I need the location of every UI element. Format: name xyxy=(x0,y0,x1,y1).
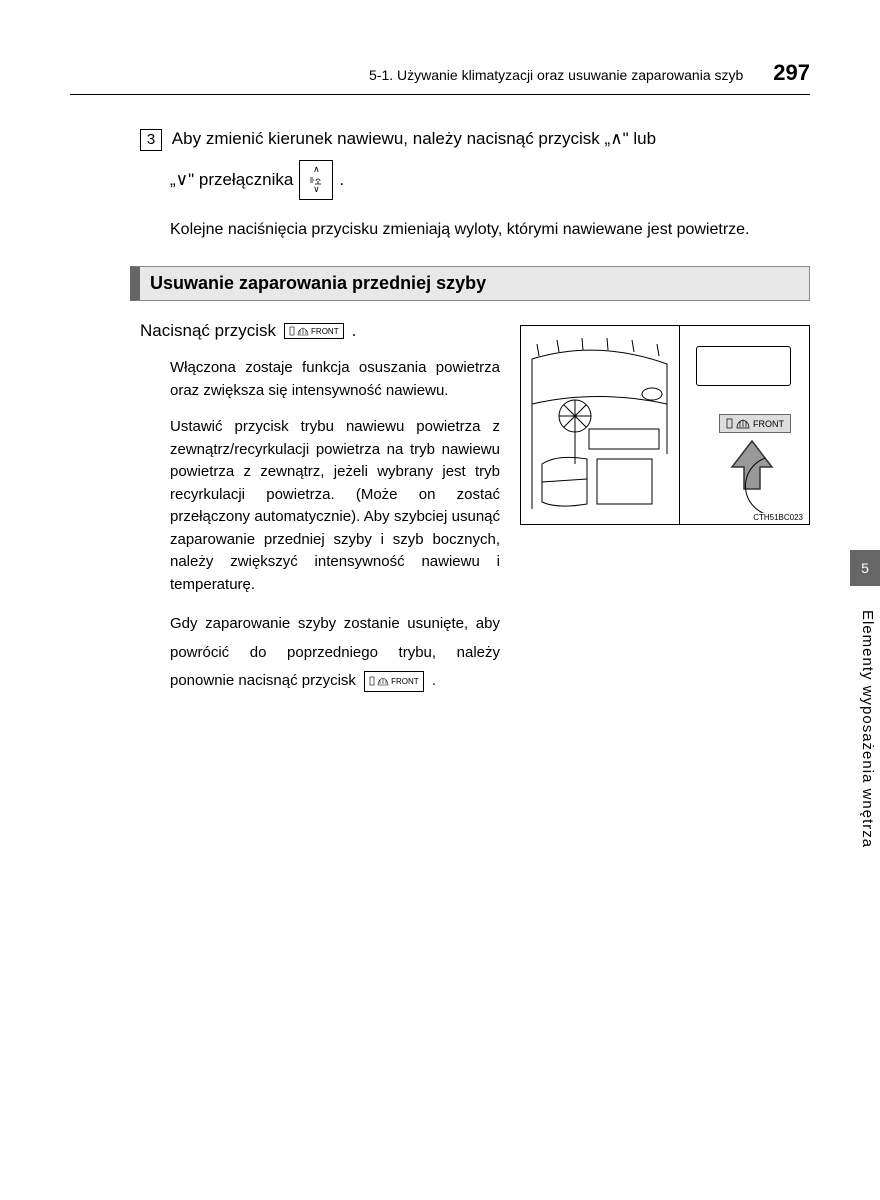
step-3-prefix: „∨" przełącznika xyxy=(170,170,293,190)
defrost-icon xyxy=(736,418,750,429)
defog-para-3: Gdy zaparowanie szyby zostanie usunięte,… xyxy=(140,610,500,696)
front-label-2: FRONT xyxy=(391,674,419,689)
section-label: 5-1. Używanie klimatyzacji oraz usuwanie… xyxy=(369,67,743,83)
defrost-icon xyxy=(297,326,309,336)
step-number-box: 3 xyxy=(140,129,162,151)
section-heading: Usuwanie zaparowania przedniej szyby xyxy=(130,266,810,301)
step-3-subtext: Kolejne naciśnięcia przycisku zmieniają … xyxy=(140,218,810,242)
front-label-illus: FRONT xyxy=(753,419,784,429)
indicator-icon xyxy=(289,326,295,336)
defog-text-column: Nacisnąć przycisk FRONT . Włączona zosta… xyxy=(140,321,500,696)
indicator-icon xyxy=(726,418,733,429)
illustration-code: CTH51BC023 xyxy=(751,513,805,522)
page-header: 5-1. Używanie klimatyzacji oraz usuwanie… xyxy=(70,60,810,95)
front-button-callout: FRONT xyxy=(719,414,791,433)
front-label: FRONT xyxy=(311,327,339,336)
main-content: 3 Aby zmienić kierunek nawiewu, należy n… xyxy=(70,125,810,696)
page-number: 297 xyxy=(773,60,810,86)
defrost-icon xyxy=(377,676,389,686)
illustration-column: FRONT CTH51BC023 xyxy=(520,321,810,525)
defog-para-1: Włączona zostaje funkcja osuszania powie… xyxy=(140,357,500,402)
defog-para-2: Ustawić przycisk trybu nawiewu powietrza… xyxy=(140,416,500,596)
chapter-tab: 5 xyxy=(850,550,880,586)
illustration-divider xyxy=(679,326,680,524)
press-suffix: . xyxy=(352,321,357,341)
chapter-number: 5 xyxy=(861,560,869,576)
step-3-line2: „∨" przełącznika ∧ ∨ . xyxy=(140,160,810,200)
para3-suffix: . xyxy=(432,672,436,689)
front-defrost-button-icon: FRONT xyxy=(284,323,344,339)
step-3-line1: Aby zmienić kierunek nawiewu, należy nac… xyxy=(172,129,656,148)
front-defrost-button-icon-2: FRONT xyxy=(364,671,424,692)
indicator-icon xyxy=(369,676,375,686)
step-3: 3 Aby zmienić kierunek nawiewu, należy n… xyxy=(140,125,810,152)
press-text: Nacisnąć przycisk xyxy=(140,321,276,341)
display-screen-outline xyxy=(696,346,791,386)
dashboard-illustration: FRONT CTH51BC023 xyxy=(520,325,810,525)
chapter-label: Elementy wyposażenia wnętrza xyxy=(859,610,876,848)
defog-section: Nacisnąć przycisk FRONT . Włączona zosta… xyxy=(140,321,810,696)
step-3-suffix: . xyxy=(339,170,344,190)
press-button-line: Nacisnąć przycisk FRONT . xyxy=(140,321,500,341)
page-content: 5-1. Używanie klimatyzacji oraz usuwanie… xyxy=(0,0,880,736)
airflow-switch-icon: ∧ ∨ xyxy=(299,160,333,200)
para3-prefix: Gdy zaparowanie szyby zostanie usunięte,… xyxy=(170,615,500,689)
car-interior-sketch xyxy=(527,334,672,514)
